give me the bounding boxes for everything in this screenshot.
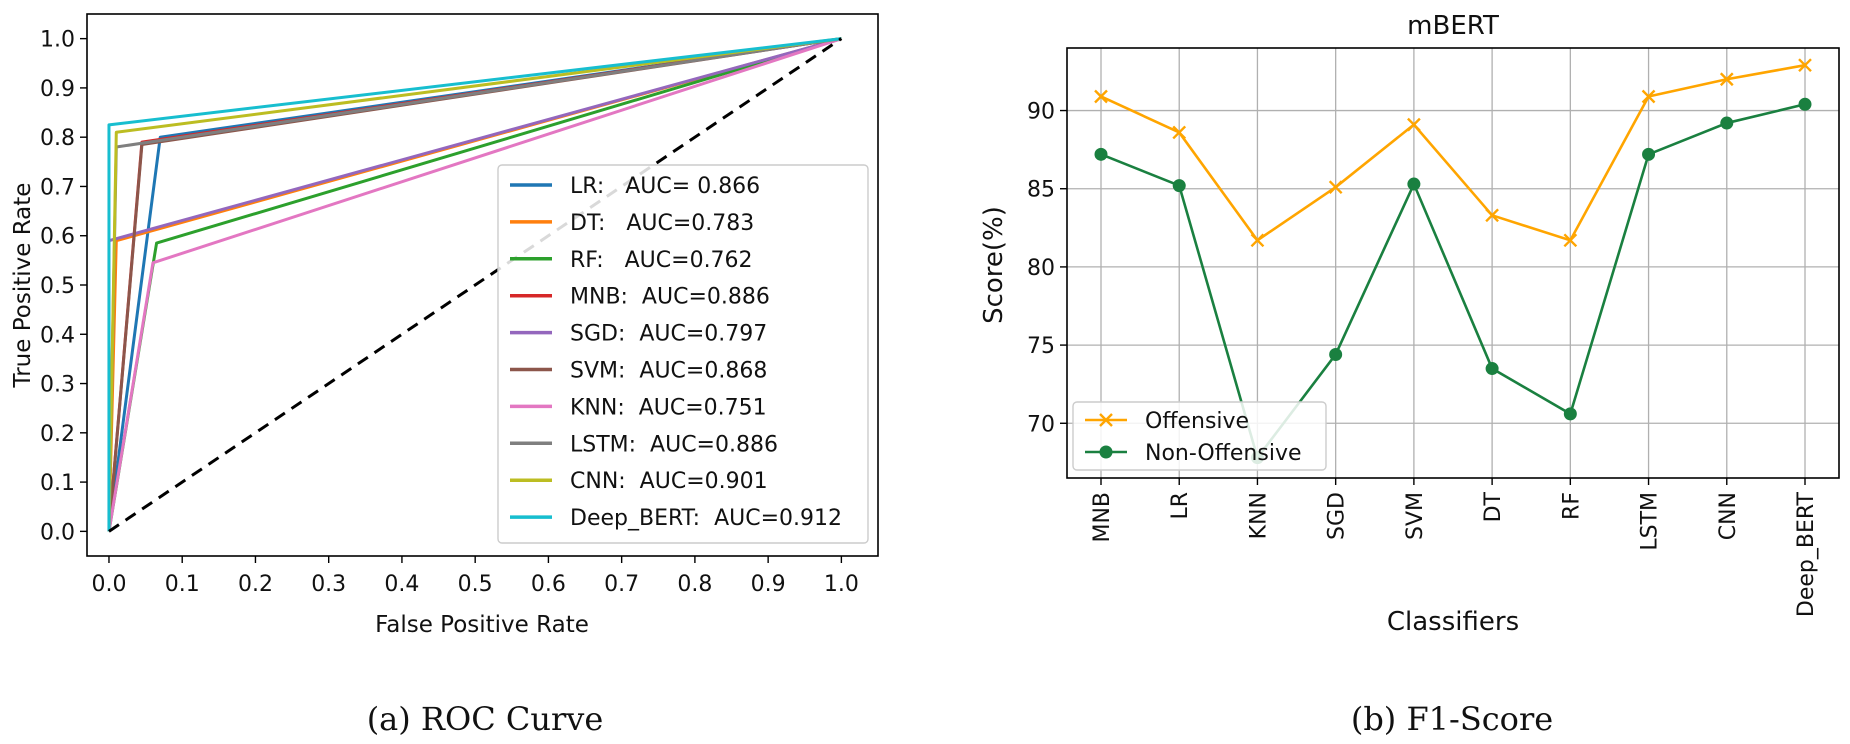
- roc-x-tick-label: 0.2: [238, 572, 273, 597]
- roc-x-tick-label: 0.1: [165, 572, 200, 597]
- f1-point-offensive: [1407, 117, 1421, 132]
- roc-x-tick-label: 0.6: [531, 572, 566, 597]
- f1-point-offensive: [1719, 72, 1734, 87]
- f1-point-non-offensive: [1485, 362, 1499, 376]
- f1-point-non-offensive: [1720, 116, 1734, 130]
- roc-y-tick-label: 0.0: [40, 520, 75, 545]
- f1-point-non-offensive: [1798, 97, 1812, 111]
- f1-y-tick-label: 70: [1027, 412, 1055, 437]
- roc-caption: (a) ROC Curve: [367, 700, 604, 738]
- f1-point-non-offensive: [1094, 147, 1108, 161]
- roc-legend-entry: CNN: AUC=0.901: [570, 469, 768, 494]
- f1-x-tick-label: LR: [1168, 492, 1193, 520]
- f1-panel: MNB LR KNN SGD SVM DT RF LSTM CNN Deep_BERT 70 75 8…: [979, 11, 1840, 738]
- f1-point-offensive: [1485, 208, 1499, 223]
- roc-legend-entry: KNN: AUC=0.751: [570, 395, 767, 420]
- roc-legend: LR: AUC= 0.866 DT: AUC=0.783 RF: AUC=0.762…: [497, 164, 869, 544]
- f1-point-offensive: [1250, 233, 1265, 248]
- roc-y-tick-label: 0.6: [40, 225, 75, 250]
- roc-panel: 0.0 0.1 0.2 0.3 0.4 0.5 0.6 0.7 0.8 0.9 1.0 0.0 0.1…: [10, 13, 879, 738]
- f1-plot-frame: [1066, 47, 1840, 479]
- roc-legend-entry: RF: AUC=0.762: [570, 248, 753, 273]
- f1-y-tick-label: 85: [1027, 178, 1055, 203]
- roc-legend-entry: DT: AUC=0.783: [570, 211, 754, 236]
- f1-point-non-offensive: [1563, 407, 1577, 421]
- f1-x-tick-label: LSTM: [1638, 492, 1663, 551]
- f1-y-tick-label: 80: [1027, 256, 1055, 281]
- roc-x-axis-label: False Positive Rate: [375, 612, 589, 638]
- f1-title: mBERT: [1407, 11, 1499, 41]
- roc-y-axis-label: True Positive Rate: [10, 183, 36, 389]
- roc-y-tick-label: 1.0: [40, 28, 75, 53]
- roc-y-tick-label: 0.9: [40, 77, 75, 102]
- roc-y-tick-label: 0.8: [40, 126, 75, 151]
- roc-y-tick-label: 0.4: [40, 323, 75, 348]
- roc-legend-entry: SGD: AUC=0.797: [570, 322, 767, 347]
- f1-legend-marker: [1099, 445, 1113, 459]
- f1-x-tick-label: Deep_BERT: [1794, 491, 1819, 617]
- roc-chance-diagonal: [108, 37, 843, 533]
- f1-legend-marker: [1099, 413, 1113, 427]
- f1-x-tick-label: RF: [1559, 492, 1584, 520]
- f1-x-tick-label: CNN: [1716, 492, 1741, 540]
- f1-y-tick-label: 90: [1027, 100, 1055, 125]
- f1-point-offensive: [1172, 125, 1187, 140]
- roc-x-tick-label: 0.8: [677, 572, 712, 597]
- roc-y-tick-label: 0.1: [40, 471, 75, 496]
- f1-x-tick-label: SGD: [1325, 492, 1350, 540]
- f1-legend-entry: Non-Offensive: [1145, 441, 1302, 466]
- f1-caption: (b) F1-Score: [1351, 700, 1553, 738]
- roc-x-tick-label: 0.7: [604, 572, 639, 597]
- f1-y-axis-label: Score(%): [979, 206, 1009, 324]
- roc-curve-cnn: [107, 37, 842, 532]
- f1-legend: Offensive Non-Offensive: [1072, 401, 1327, 471]
- f1-legend-entry: Offensive: [1145, 409, 1249, 434]
- f1-line-offensive: [1100, 63, 1806, 243]
- roc-legend-entry: Deep_BERT: AUC=0.912: [570, 506, 842, 531]
- roc-y-tick-label: 0.3: [40, 373, 75, 398]
- roc-x-tick-label: 0.5: [458, 572, 493, 597]
- f1-line-non-offensive: [1100, 103, 1806, 461]
- roc-x-tick-label: 0.0: [91, 572, 126, 597]
- f1-y-tick-label: 75: [1027, 334, 1055, 359]
- f1-x-tick-label: MNB: [1090, 492, 1115, 543]
- f1-x-axis-label: Classifiers: [1387, 607, 1519, 637]
- roc-y-tick-label: 0.2: [40, 422, 75, 447]
- roc-x-tick-label: 0.4: [384, 572, 419, 597]
- f1-point-offensive: [1328, 180, 1343, 195]
- roc-x-tick-label: 0.3: [311, 572, 346, 597]
- roc-legend-entry: SVM: AUC=0.868: [570, 359, 767, 384]
- roc-legend-entry: LR: AUC= 0.866: [570, 174, 760, 199]
- f1-point-offensive: [1798, 58, 1812, 73]
- roc-y-tick-label: 0.5: [40, 274, 75, 299]
- roc-curve-deep-bert: [107, 37, 842, 532]
- f1-point-non-offensive: [1407, 177, 1421, 191]
- f1-x-tick-label: DT: [1481, 491, 1506, 522]
- roc-legend-entry: MNB: AUC=0.886: [570, 285, 770, 310]
- roc-curve-knn: [107, 37, 842, 532]
- f1-point-offensive: [1563, 233, 1578, 248]
- roc-x-tick-label: 1.0: [824, 572, 859, 597]
- f1-x-tick-label: SVM: [1403, 492, 1428, 540]
- roc-x-tick-label: 0.9: [751, 572, 786, 597]
- roc-y-tick-label: 0.7: [40, 175, 75, 200]
- f1-x-tick-label: KNN: [1246, 492, 1271, 539]
- f1-point-non-offensive: [1172, 179, 1186, 193]
- f1-point-non-offensive: [1329, 347, 1343, 361]
- f1-point-non-offensive: [1642, 147, 1656, 161]
- f1-point-offensive: [1641, 89, 1656, 104]
- roc-legend-entry: LSTM: AUC=0.886: [570, 432, 778, 457]
- f1-point-offensive: [1094, 89, 1108, 104]
